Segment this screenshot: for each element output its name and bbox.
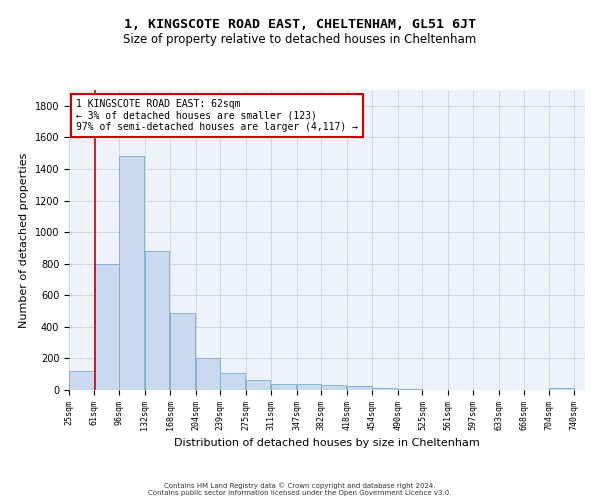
Bar <box>145 251 169 390</box>
Bar <box>347 386 371 390</box>
Text: Size of property relative to detached houses in Cheltenham: Size of property relative to detached ho… <box>124 32 476 46</box>
Bar <box>69 371 94 390</box>
Bar <box>398 389 422 390</box>
Text: 1 KINGSCOTE ROAD EAST: 62sqm
← 3% of detached houses are smaller (123)
97% of se: 1 KINGSCOTE ROAD EAST: 62sqm ← 3% of det… <box>76 99 358 132</box>
Bar <box>119 156 144 390</box>
Bar <box>271 384 296 390</box>
Bar <box>372 388 397 390</box>
Bar <box>220 374 245 390</box>
Text: 1, KINGSCOTE ROAD EAST, CHELTENHAM, GL51 6JT: 1, KINGSCOTE ROAD EAST, CHELTENHAM, GL51… <box>124 18 476 30</box>
Bar <box>246 380 271 390</box>
Y-axis label: Number of detached properties: Number of detached properties <box>19 152 29 328</box>
Bar <box>170 312 195 390</box>
Bar <box>196 358 220 390</box>
Bar <box>322 386 346 390</box>
Bar <box>549 388 574 390</box>
Bar <box>296 384 322 390</box>
Bar <box>94 264 119 390</box>
Text: Contains HM Land Registry data © Crown copyright and database right 2024.
Contai: Contains HM Land Registry data © Crown c… <box>148 482 452 496</box>
X-axis label: Distribution of detached houses by size in Cheltenham: Distribution of detached houses by size … <box>174 438 480 448</box>
